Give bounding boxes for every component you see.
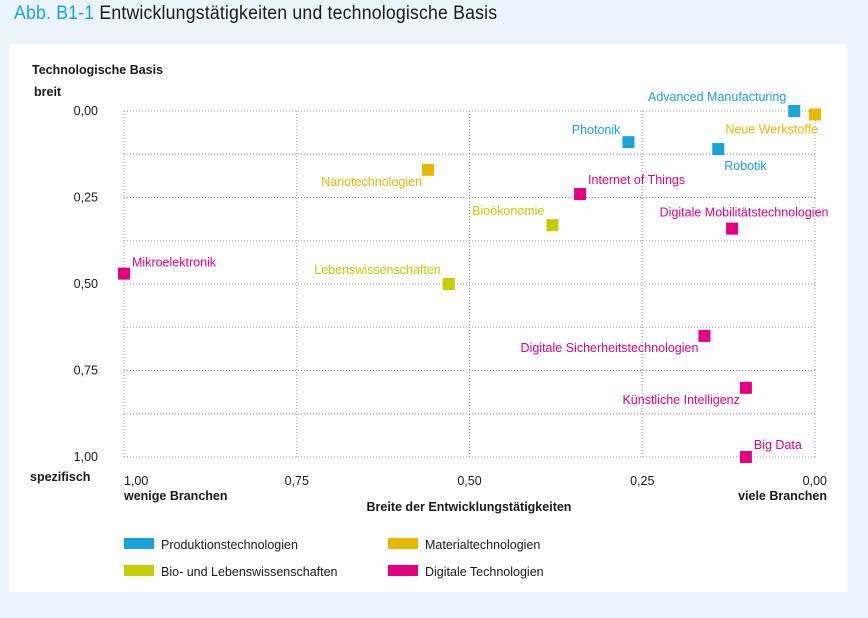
- point-label: Neue Werkstoffe: [725, 122, 818, 136]
- point-label: Lebenswissenschaften: [314, 263, 441, 277]
- point-marker: [809, 108, 821, 121]
- figure-title-text: Entwicklungstätigkeiten und technologisc…: [99, 3, 498, 24]
- point-marker: [118, 267, 130, 280]
- x-tick-label: 1,00: [124, 474, 148, 488]
- data-points: Advanced Manufacturing Neue Werkstoffe Pho…: [118, 90, 829, 463]
- x-axis-low-label: wenige Branchen: [123, 489, 228, 503]
- legend: Produktionstechnologien Materialtechnolog…: [124, 538, 544, 579]
- legend-swatch: [388, 565, 418, 576]
- y-axis-top-label: breit: [34, 85, 62, 99]
- data-point: Künstliche Intelligenz: [622, 381, 752, 407]
- x-tick-label: 0,25: [630, 474, 654, 488]
- point-label: Internet of Things: [588, 173, 685, 187]
- data-point: Bioökonomie: [472, 204, 559, 232]
- point-marker: [422, 163, 435, 176]
- point-marker: [698, 329, 711, 342]
- point-marker: [739, 451, 752, 463]
- legend-swatch: [388, 538, 418, 549]
- y-tick-label: 0,00: [74, 104, 98, 118]
- legend-label: Materialtechnologien: [425, 538, 540, 552]
- y-axis-bottom-label: spezifisch: [30, 470, 90, 484]
- x-tick-label: 0,00: [803, 474, 827, 488]
- y-tick-labels: 0,00 0,25 0,50 0,75 1,00: [74, 104, 98, 464]
- point-marker: [739, 381, 752, 394]
- point-marker: [546, 219, 559, 232]
- point-label: Digitale Sicherheitstechnologien: [521, 341, 699, 355]
- data-point: Photonik: [572, 123, 635, 149]
- legend-item: Digitale Technologien: [388, 565, 544, 579]
- point-marker: [712, 143, 725, 156]
- figure-label: Abb. B1-1: [14, 3, 95, 24]
- data-point: Big Data: [739, 438, 802, 463]
- data-point: Neue Werkstoffe: [725, 108, 821, 136]
- legend-item: Materialtechnologien: [388, 538, 540, 552]
- grid-lines: [123, 110, 816, 458]
- point-label: Nanotechnologien: [321, 175, 422, 189]
- x-axis-title: Breite der Entwicklungstätigkeiten: [367, 500, 572, 514]
- point-label: Robotik: [724, 159, 767, 173]
- y-axis-title: Technologische Basis: [32, 63, 163, 77]
- legend-label: Digitale Technologien: [425, 565, 544, 579]
- legend-item: Bio- und Lebenswissenschaften: [124, 565, 338, 579]
- data-point: Advanced Manufacturing: [648, 90, 801, 117]
- y-tick-label: 1,00: [74, 450, 98, 464]
- point-marker: [442, 278, 455, 290]
- point-label: Advanced Manufacturing: [648, 90, 786, 104]
- point-label: Bioökonomie: [472, 204, 544, 218]
- point-label: Photonik: [572, 123, 621, 137]
- data-point: Robotik: [712, 143, 767, 173]
- point-marker: [726, 222, 739, 235]
- data-point: Nanotechnologien: [321, 163, 435, 189]
- point-marker: [574, 188, 587, 201]
- figure-title: Abb. B1-1 Entwicklungstätigkeiten und te…: [14, 3, 497, 25]
- x-tick-label: 0,75: [285, 474, 309, 488]
- data-point: Internet of Things: [574, 173, 685, 201]
- x-tick-label: 0,50: [457, 474, 481, 488]
- legend-item: Produktionstechnologien: [124, 538, 298, 552]
- legend-label: Produktionstechnologien: [161, 538, 298, 552]
- data-point: Digitale Sicherheitstechnologien: [521, 329, 711, 355]
- point-marker: [788, 105, 801, 117]
- legend-swatch: [124, 565, 154, 576]
- legend-label: Bio- und Lebenswissenschaften: [161, 565, 338, 579]
- legend-swatch: [124, 538, 154, 549]
- data-point: Mikroelektronik: [118, 256, 217, 280]
- data-point: Lebenswissenschaften: [314, 263, 455, 290]
- point-label: Mikroelektronik: [132, 256, 217, 270]
- y-tick-label: 0,25: [74, 191, 98, 205]
- x-tick-labels: 1,00 0,75 0,50 0,25 0,00: [124, 474, 827, 488]
- y-tick-label: 0,50: [74, 277, 98, 291]
- x-axis-high-label: viele Branchen: [738, 489, 827, 503]
- point-label: Künstliche Intelligenz: [622, 393, 739, 407]
- point-marker: [622, 136, 635, 149]
- chart-panel: [9, 44, 847, 592]
- point-label: Big Data: [754, 438, 802, 452]
- point-label: Digitale Mobilitätstechnologien: [660, 206, 829, 220]
- y-tick-label: 0,75: [74, 364, 98, 378]
- data-point: Digitale Mobilitätstechnologien: [660, 206, 829, 235]
